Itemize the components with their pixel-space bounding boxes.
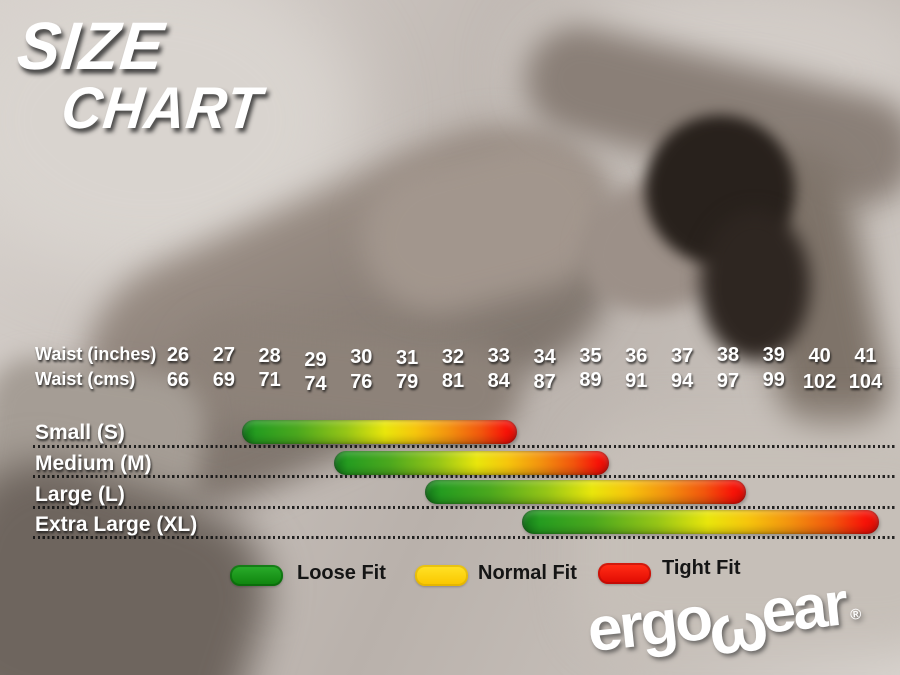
waist-cms-row: 66 69 71 74 76 79 81 84 87 89 91 94 97 99 102 104 — [0, 369, 900, 395]
page-title-size: SIZE — [14, 8, 169, 84]
row-divider — [33, 475, 895, 478]
waist-cms-value: 69 — [212, 369, 235, 391]
waist-inches-value: 30 — [350, 346, 373, 368]
waist-inches-value: 35 — [579, 345, 602, 367]
registered-trademark-icon: ® — [849, 605, 863, 624]
waist-inches-value: 38 — [716, 344, 740, 366]
waist-cms-value: 99 — [762, 369, 785, 391]
waist-inches-value: 33 — [487, 345, 510, 367]
waist-cms-value: 66 — [166, 369, 190, 391]
waist-inches-value: 31 — [396, 347, 419, 369]
model-arm — [512, 13, 900, 217]
loose-fit-swatch — [230, 565, 283, 586]
waist-inches-value: 40 — [808, 345, 831, 367]
row-divider — [33, 536, 895, 539]
normal-fit-swatch — [415, 565, 468, 586]
model-hair — [645, 115, 795, 265]
waist-cms-value: 84 — [487, 370, 510, 392]
waist-cms-value: 104 — [848, 371, 883, 393]
normal-fit-label: Normal Fit — [478, 562, 577, 584]
waist-inches-value: 28 — [258, 345, 281, 367]
waist-inches-value: 37 — [671, 345, 694, 367]
waist-inches-value: 39 — [762, 344, 785, 366]
size-label-large: Large (L) — [35, 483, 125, 506]
size-bar-large — [425, 480, 747, 504]
size-label-xl: Extra Large (XL) — [35, 513, 198, 536]
size-bar-small — [242, 420, 518, 444]
waist-cms-value: 71 — [258, 369, 281, 391]
waist-cms-value: 89 — [579, 369, 602, 391]
tight-fit-label: Tight Fit — [662, 557, 741, 579]
size-bar-xl — [521, 510, 880, 534]
waist-cms-value: 102 — [802, 371, 837, 393]
waist-cms-value: 81 — [441, 370, 465, 392]
waist-inches-value: 29 — [304, 349, 327, 371]
bedsheet-highlight — [520, 0, 900, 170]
row-divider — [33, 506, 895, 509]
waist-inches-value: 36 — [625, 345, 648, 367]
waist-cms-value: 97 — [716, 370, 740, 392]
page-title-chart: CHART — [58, 74, 266, 141]
waist-cms-value: 87 — [533, 371, 556, 393]
model-chest — [345, 121, 625, 329]
waist-cms-value: 76 — [350, 371, 373, 393]
size-bar-medium — [333, 451, 609, 475]
waist-inches-value: 32 — [441, 346, 465, 368]
waist-inches-value: 34 — [533, 346, 556, 368]
ergowear-logo: ergoωear® — [584, 569, 865, 675]
waist-cms-value: 74 — [304, 373, 327, 395]
waist-inches-value: 26 — [166, 344, 190, 366]
row-divider — [33, 445, 895, 448]
waist-inches-row: 26 27 28 29 30 31 32 33 34 35 36 37 38 39 40 41 — [0, 344, 900, 371]
logo-text-ergo: ergo — [584, 583, 714, 666]
waist-cms-value: 94 — [671, 370, 694, 392]
waist-inches-value: 41 — [854, 345, 877, 367]
waist-inches-value: 27 — [212, 344, 235, 366]
waist-inches-label: Waist (inches) — [35, 344, 157, 364]
model-face — [563, 158, 757, 332]
size-label-small: Small (S) — [35, 421, 125, 444]
waist-cms-value: 79 — [396, 371, 419, 393]
waist-cms-label: Waist (cms) — [35, 369, 136, 389]
model-hair — [700, 210, 810, 360]
size-label-medium: Medium (M) — [35, 452, 152, 475]
tight-fit-swatch — [598, 563, 651, 584]
loose-fit-label: Loose Fit — [297, 562, 386, 584]
logo-text-ear: ear — [757, 569, 849, 647]
model-arm — [730, 141, 900, 459]
waist-cms-value: 91 — [625, 370, 648, 392]
